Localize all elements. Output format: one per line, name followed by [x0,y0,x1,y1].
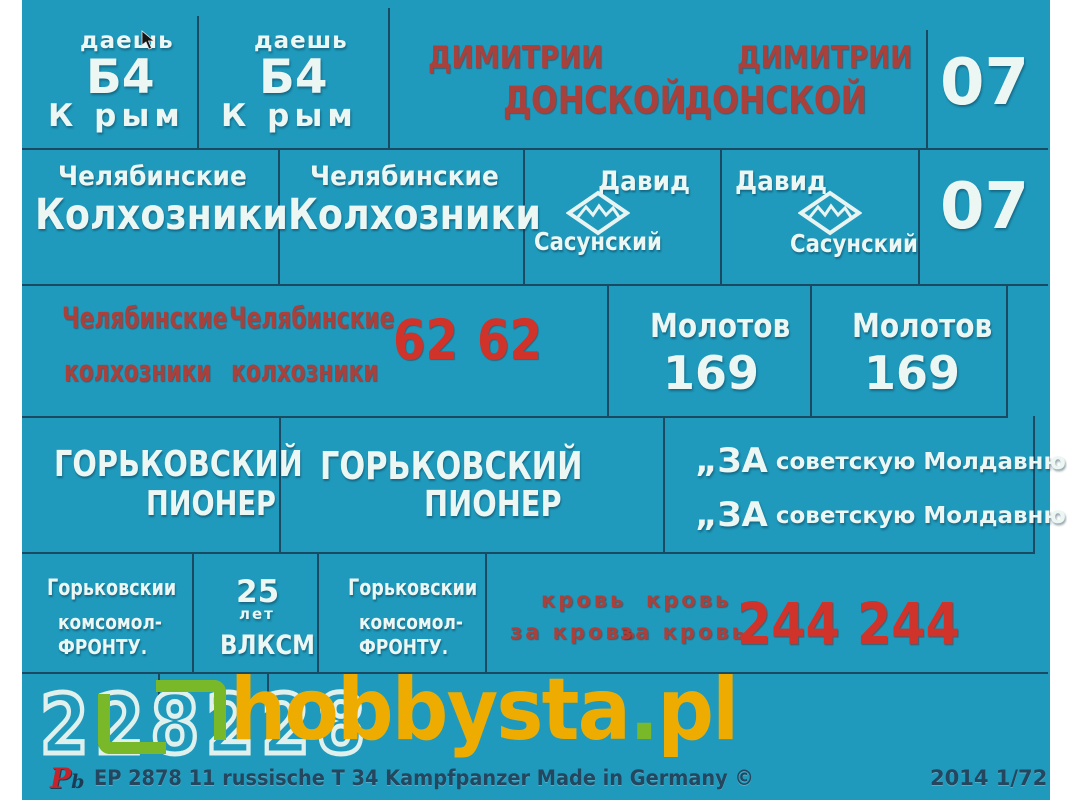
decal-komsomol-2-line2: комсомол- [359,610,463,634]
grid-line-stub [267,672,269,692]
decal-vlksm-line2: лет [239,605,275,623]
decal-komsomol-2-line3: ФРОНТУ. [359,635,449,659]
decal-number-228-1: 228 [38,676,206,776]
decal-krym-2-line3: К рым [221,98,358,134]
decal-number-07-2: 07 [940,170,1030,244]
watermark-brand: hobbysta [230,660,631,760]
decal-molotov-1-line2: 169 [663,346,760,400]
decal-chel-red-2-line1: Челябинские [229,301,395,335]
decal-number-244-2: 244 [857,590,960,658]
decal-david-2-surname: Сасунский [790,229,918,258]
grid-line [485,552,487,672]
decal-molotov-1-line1: Молотов [650,306,791,345]
decal-molotov-2-line1: Молотов [852,306,993,345]
decal-vlksm-line3: ВЛКСМ [220,630,316,661]
decal-moldova-1: „ЗА советскую Молдавню [695,441,1066,481]
grid-line [317,552,319,672]
decal-pioneer-1-line2: ПИОНЕР [146,484,276,524]
grid-line [278,148,280,284]
decal-krym-1-line1: даешь [80,28,174,54]
decal-blood-1-line1: кровь [541,588,627,612]
decal-blood-2-line2: за кровь [620,620,748,644]
grid-line [607,284,609,416]
grid-line [926,30,928,148]
decal-krym-1-line3: К рым [48,98,185,134]
grid-line [197,16,199,148]
watermark-bracket-icon [98,694,166,754]
decal-vlksm-line1: 25 [236,574,280,610]
decal-komsomol-1-line1: Горьковскии [47,576,177,601]
decal-moldova-2: „ЗА советскую Молдавню [695,495,1066,535]
decal-dimitri-1-line1: ДИМИТРИИ [428,40,604,76]
watermark-bracket-icon [156,680,226,740]
grid-line [918,148,920,284]
decal-chel-red-1-line2: колхозники [64,354,212,388]
decal-number-228-2: 228 [204,676,372,776]
decal-blood-2-line1: кровь [646,588,732,612]
watermark-dot: . [629,660,659,760]
decal-dimitri-2-line1: ДИМИТРИИ [737,40,913,76]
grid-line [279,416,281,552]
grid-line [1006,284,1008,416]
decal-david-1-surname: Сасунский [534,227,662,256]
decal-dimitri-1-line2: ДОНСКОЙ [503,79,686,122]
decal-chel-white-1-line2: Колхозники [35,190,288,240]
decal-moldova-1-prefix: „ЗА [695,441,768,481]
grid-line [1033,416,1035,552]
mountain-diamond-icon [798,190,862,236]
decal-moldova-2-prefix: „ЗА [695,495,768,535]
decal-krym-2-line1: даешь [254,28,348,54]
decal-moldova-1-rest: советскую Молдавню [775,449,1066,475]
decal-chel-red-2-line2: колхозники [231,354,379,388]
decal-krym-1-line2: Б4 [86,50,155,105]
decal-number-244-1: 244 [737,590,840,658]
grid-line [22,284,1048,286]
decal-chel-white-1-line1: Челябинские [58,161,247,192]
decal-komsomol-1-line3: ФРОНТУ. [58,635,148,659]
decal-komsomol-1-line2: комсомол- [58,610,162,634]
decal-pioneer-2-line2: ПИОНЕР [424,484,562,525]
decal-dimitri-2-line2: ДОНСКОЙ [684,79,867,122]
decal-blood-1-line2: за кровь [510,620,638,644]
decal-number-62-1: 62 [393,308,459,372]
decal-pioneer-2-line1: ГОРЬКОВСКИЙ [320,444,583,488]
grid-line [22,148,1048,150]
footer-edition: 2014 1/72 [930,766,1048,790]
grid-line [663,416,665,552]
grid-line [22,416,1008,418]
peddinghaus-logo-b: b [71,771,85,793]
decal-komsomol-2-line1: Горьковскии [348,576,478,601]
watermark-logo: hobbysta.pl [230,660,739,760]
mouse-cursor-icon [141,30,156,50]
grid-line [720,148,722,284]
grid-line [810,284,812,416]
grid-line [388,8,390,148]
decal-chel-white-2-line1: Челябинские [310,161,499,192]
decal-david-1-name: Давид [598,166,691,197]
decal-david-2-name: Давид [735,166,828,197]
peddinghaus-logo: Pb [50,762,84,795]
decal-molotov-2-line2: 169 [864,346,961,400]
mountain-diamond-icon [566,190,630,236]
decal-number-62-2: 62 [477,308,543,372]
grid-line [192,552,194,672]
grid-line-stub [406,672,408,712]
peddinghaus-logo-p: P [50,762,72,795]
grid-line [22,672,1048,674]
decal-moldova-2-rest: советскую Молдавню [775,503,1066,529]
decal-chel-red-1-line1: Челябинские [62,301,228,335]
footer-caption: EP 2878 11 russische T 34 Kampfpanzer Ma… [94,766,754,790]
grid-line [523,148,525,284]
decal-pioneer-1-line1: ГОРЬКОВСКИЙ [54,444,303,485]
watermark-tld: pl [657,660,739,760]
decal-number-07-1: 07 [940,46,1030,120]
decal-chel-white-2-line2: Колхозники [288,190,541,240]
grid-line [22,552,1035,554]
decal-krym-2-line2: Б4 [259,50,328,105]
